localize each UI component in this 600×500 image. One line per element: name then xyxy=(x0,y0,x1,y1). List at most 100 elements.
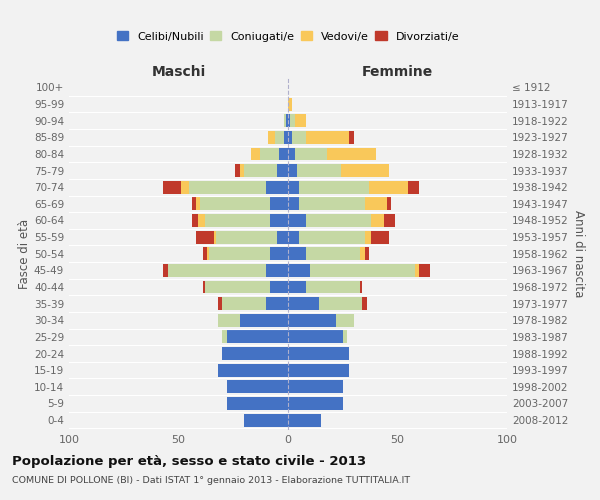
Bar xyxy=(223,347,288,360)
Bar xyxy=(288,364,349,376)
Bar xyxy=(328,148,376,160)
Bar xyxy=(218,297,223,310)
Bar xyxy=(190,181,266,194)
Bar xyxy=(227,380,288,394)
Bar xyxy=(288,280,305,293)
Bar xyxy=(297,164,341,177)
Bar xyxy=(310,264,415,277)
Bar xyxy=(266,264,288,277)
Bar xyxy=(200,198,271,210)
Bar xyxy=(223,330,227,344)
Bar xyxy=(336,314,354,326)
Bar xyxy=(286,114,288,127)
Bar xyxy=(268,131,275,144)
Bar xyxy=(371,214,385,227)
Bar xyxy=(409,181,419,194)
Bar xyxy=(288,131,292,144)
Bar xyxy=(203,248,207,260)
Text: Popolazione per età, sesso e stato civile - 2013: Popolazione per età, sesso e stato civil… xyxy=(12,455,366,468)
Bar xyxy=(223,297,266,310)
Bar xyxy=(288,198,299,210)
Bar xyxy=(275,131,284,144)
Bar xyxy=(288,164,297,177)
Bar xyxy=(288,330,343,344)
Bar xyxy=(299,181,369,194)
Bar xyxy=(288,297,319,310)
Bar xyxy=(196,198,200,210)
Bar xyxy=(386,198,391,210)
Bar xyxy=(292,131,305,144)
Bar xyxy=(385,214,395,227)
Bar xyxy=(271,248,288,260)
Bar xyxy=(288,414,321,426)
Bar xyxy=(207,248,209,260)
Bar xyxy=(214,230,216,243)
Bar xyxy=(277,230,288,243)
Bar xyxy=(167,264,266,277)
Bar xyxy=(266,297,288,310)
Bar xyxy=(205,214,271,227)
Bar xyxy=(191,214,198,227)
Bar xyxy=(305,214,371,227)
Y-axis label: Fasce di età: Fasce di età xyxy=(18,218,31,289)
Bar xyxy=(305,131,349,144)
Bar xyxy=(299,230,365,243)
Bar xyxy=(218,364,288,376)
Bar xyxy=(266,181,288,194)
Bar xyxy=(295,114,305,127)
Bar xyxy=(305,248,360,260)
Bar xyxy=(288,230,299,243)
Bar xyxy=(295,148,328,160)
Bar xyxy=(360,280,362,293)
Y-axis label: Anni di nascita: Anni di nascita xyxy=(572,210,585,298)
Bar xyxy=(288,347,349,360)
Bar xyxy=(319,297,362,310)
Bar xyxy=(284,114,286,127)
Bar xyxy=(299,198,365,210)
Bar xyxy=(288,248,305,260)
Bar xyxy=(271,214,288,227)
Bar xyxy=(362,297,367,310)
Bar xyxy=(369,181,409,194)
Bar xyxy=(371,230,389,243)
Bar xyxy=(288,397,343,410)
Bar xyxy=(240,314,288,326)
Bar xyxy=(203,280,205,293)
Bar xyxy=(288,380,343,394)
Bar xyxy=(227,397,288,410)
Bar xyxy=(227,330,288,344)
Bar xyxy=(288,98,292,110)
Bar xyxy=(191,198,196,210)
Bar xyxy=(419,264,430,277)
Bar xyxy=(251,148,260,160)
Bar xyxy=(163,264,167,277)
Bar xyxy=(235,164,240,177)
Bar xyxy=(271,280,288,293)
Bar xyxy=(196,230,214,243)
Bar xyxy=(288,314,336,326)
Bar xyxy=(365,230,371,243)
Bar xyxy=(244,164,277,177)
Bar xyxy=(288,264,310,277)
Text: COMUNE DI POLLONE (BI) - Dati ISTAT 1° gennaio 2013 - Elaborazione TUTTITALIA.IT: COMUNE DI POLLONE (BI) - Dati ISTAT 1° g… xyxy=(12,476,410,485)
Bar xyxy=(288,181,299,194)
Bar xyxy=(244,414,288,426)
Bar xyxy=(365,198,386,210)
Bar xyxy=(277,164,288,177)
Bar xyxy=(198,214,205,227)
Bar xyxy=(365,248,369,260)
Bar xyxy=(240,164,244,177)
Text: Femmine: Femmine xyxy=(362,65,433,79)
Bar xyxy=(305,280,360,293)
Bar xyxy=(284,131,288,144)
Bar xyxy=(163,181,181,194)
Bar xyxy=(360,248,365,260)
Bar xyxy=(415,264,419,277)
Text: Maschi: Maschi xyxy=(151,65,206,79)
Bar xyxy=(209,248,271,260)
Bar xyxy=(205,280,271,293)
Bar xyxy=(288,214,305,227)
Bar xyxy=(349,131,354,144)
Bar xyxy=(341,164,389,177)
Bar xyxy=(181,181,190,194)
